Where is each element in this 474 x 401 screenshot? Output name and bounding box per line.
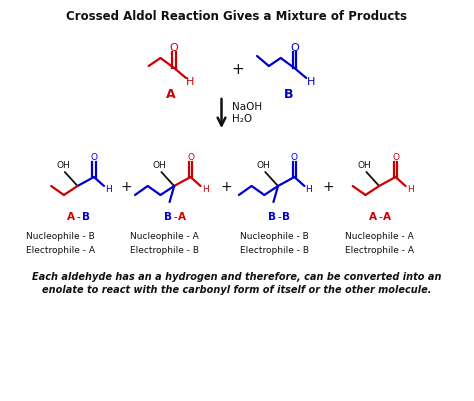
Text: H₂O: H₂O [232,114,253,124]
Text: H: H [307,77,315,87]
Text: +: + [220,180,232,194]
Text: -: - [77,211,81,221]
Text: H: H [407,185,413,194]
Text: Electrophile - A: Electrophile - A [26,246,95,255]
Text: OH: OH [153,161,166,170]
Text: Nucleophile - B: Nucleophile - B [26,232,94,241]
Text: O: O [290,43,299,53]
Text: Nucleophile - A: Nucleophile - A [345,232,413,241]
Text: A: A [383,211,392,221]
Text: Nucleophile - A: Nucleophile - A [130,232,199,241]
Text: H: H [306,185,312,194]
Text: Crossed Aldol Reaction Gives a Mixture of Products: Crossed Aldol Reaction Gives a Mixture o… [66,10,408,23]
Text: OH: OH [56,161,70,170]
Text: B: B [282,211,290,221]
Text: Electrophile - B: Electrophile - B [240,246,309,255]
Text: H: H [105,185,112,194]
Text: Electrophile - A: Electrophile - A [345,246,413,255]
Text: H: H [202,185,209,194]
Text: B: B [284,87,294,100]
Text: Electrophile - B: Electrophile - B [130,246,200,255]
Text: O: O [187,153,194,162]
Text: -: - [173,211,177,221]
Text: OH: OH [256,161,270,170]
Text: O: O [91,153,98,162]
Text: O: O [170,43,179,53]
Text: A: A [369,211,377,221]
Text: +: + [120,180,132,194]
Text: O: O [392,153,399,162]
Text: A: A [67,211,75,221]
Text: O: O [291,153,298,162]
Text: OH: OH [358,161,372,170]
Text: A: A [166,87,175,100]
Text: Nucleophile - B: Nucleophile - B [240,232,309,241]
Text: B: B [164,211,172,221]
Text: +: + [322,180,334,194]
Text: enolate to react with the carbonyl form of itself or the other molecule.: enolate to react with the carbonyl form … [42,284,432,294]
Text: +: + [231,61,244,76]
Text: Each aldehyde has an a hydrogen and therefore, can be converted into an: Each aldehyde has an a hydrogen and ther… [32,271,442,281]
Text: B: B [82,211,90,221]
Text: NaOH: NaOH [232,102,263,112]
Text: -: - [277,211,281,221]
Text: B: B [268,211,275,221]
Text: H: H [186,77,195,87]
Text: A: A [178,211,186,221]
Text: -: - [378,211,382,221]
